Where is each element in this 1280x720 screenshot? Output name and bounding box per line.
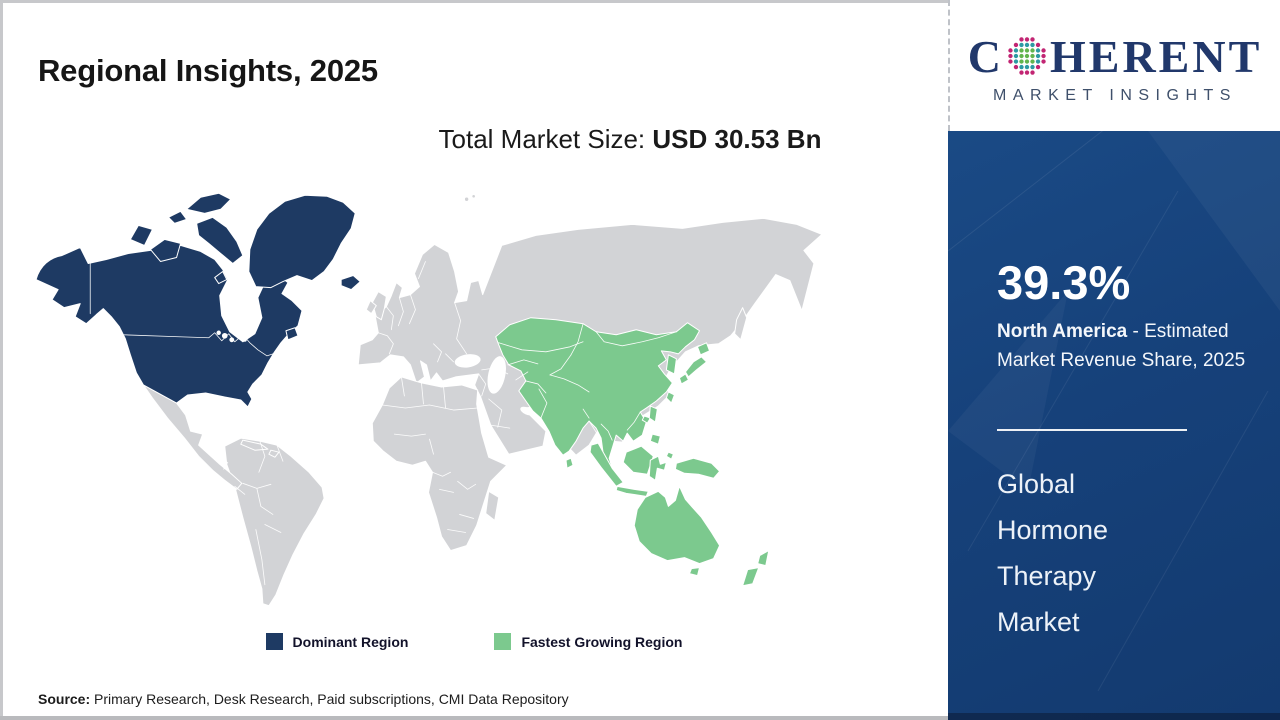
logo-panel: C HERENT MARKET INSIGHTS: [948, 0, 1280, 131]
total-market-size-label: Total Market Size:: [438, 124, 653, 154]
black-sea: [454, 354, 481, 368]
persian-gulf: [520, 406, 534, 416]
legend-item-dominant: Dominant Region: [265, 633, 409, 650]
island-ireland: [365, 300, 377, 315]
market-name-line-3: Therapy: [997, 561, 1097, 591]
caspian-sea: [487, 356, 506, 394]
island-victoria: [149, 238, 182, 262]
island-sulawesi: [648, 455, 667, 481]
sidebar-divider: [997, 429, 1187, 431]
island-mindanao: [649, 433, 661, 445]
brand-letter-c: C: [967, 31, 1004, 82]
page-border-bottom: [0, 716, 948, 720]
world-map-svg: [35, 192, 823, 607]
island-greenland: [248, 194, 356, 289]
island-sri-lanka: [565, 457, 574, 469]
region-north-america: [35, 192, 361, 408]
legend-label-fastest-growing: Fastest Growing Region: [521, 633, 683, 650]
stat-desc-rest: - Estimated Market Revenue Share, 2025: [997, 321, 1246, 371]
great-lakes: [216, 330, 247, 343]
peninsula-korea: [665, 354, 677, 375]
island-sumatra: [589, 442, 624, 487]
page-title: Regional Insights, 2025: [38, 52, 378, 88]
world-map: [28, 183, 836, 615]
market-name-line-4: Market: [997, 607, 1080, 637]
market-name-line-2: Hormone: [997, 515, 1109, 545]
country-borders: [89, 259, 677, 586]
legend: Dominant Region Fastest Growing Region: [0, 633, 948, 650]
island-borneo: [622, 445, 654, 475]
baltic-sea: [405, 278, 418, 295]
island-taiwan: [665, 391, 675, 404]
island-banks: [129, 224, 153, 246]
island-madagascar: [485, 490, 500, 521]
island-southampton: [214, 271, 228, 285]
island-nz-south: [742, 567, 760, 587]
island-cuba: [240, 439, 269, 451]
globe-dots-icon: [1008, 37, 1046, 75]
market-name: Global Hormone Therapy Market: [997, 461, 1108, 645]
legend-label-dominant: Dominant Region: [292, 633, 409, 650]
island-tasmania: [688, 567, 700, 577]
source-line: Source: Primary Research, Desk Research,…: [38, 691, 569, 707]
island-sakhalin: [734, 307, 748, 341]
source-text: Primary Research, Desk Research, Paid su…: [90, 691, 569, 707]
island-iceland: [340, 275, 361, 291]
sidebar-bottom-strip: [948, 713, 1280, 720]
page-border-top: [0, 0, 1280, 3]
island-svalbard-2: [471, 193, 476, 199]
island-kyushu: [678, 373, 689, 385]
page-border-left: [0, 0, 3, 720]
island-nz-north: [757, 550, 770, 567]
brand-letters-rest: HERENT: [1049, 31, 1263, 82]
island-hainan: [641, 415, 651, 424]
region-asia-pacific: [495, 317, 770, 587]
island-hokkaido: [696, 342, 711, 356]
sidebar-texture: [948, 131, 1280, 692]
legend-swatch-dominant: [265, 633, 283, 650]
island-honshu: [684, 356, 708, 378]
brand-tagline: MARKET INSIGHTS: [993, 87, 1237, 104]
island-baffin: [196, 216, 244, 264]
legend-swatch-fastest-growing: [494, 633, 512, 650]
island-arctic-small: [168, 210, 188, 224]
landmass-australia: [633, 485, 721, 565]
island-newfoundland: [285, 327, 299, 341]
stat-description: North America - Estimated Market Revenue…: [997, 317, 1265, 375]
brand-wordmark: C HERENT: [968, 34, 1263, 80]
island-hispaniola: [268, 449, 280, 458]
stat-value: 39.3%: [997, 256, 1131, 309]
total-market-size: Total Market Size: USD 30.53 Bn: [300, 124, 960, 155]
sidebar: 39.3% North America - Estimated Market R…: [948, 131, 1280, 720]
landmass-north-america: [35, 244, 303, 408]
legend-item-fastest-growing: Fastest Growing Region: [494, 633, 682, 650]
island-ellesmere: [186, 192, 232, 214]
total-market-size-value: USD 30.53 Bn: [652, 124, 822, 154]
island-new-guinea: [674, 457, 721, 479]
island-luzon: [648, 405, 658, 423]
landmass-mexico-central-america: [142, 384, 243, 490]
stat-region: North America: [997, 321, 1128, 342]
island-moluccas: [665, 451, 674, 460]
island-svalbard: [463, 196, 470, 202]
inland-seas: [405, 278, 534, 416]
source-label: Source:: [38, 691, 91, 707]
market-name-line-1: Global: [997, 469, 1076, 499]
island-java: [615, 485, 649, 497]
landmass-south-america: [224, 437, 325, 607]
